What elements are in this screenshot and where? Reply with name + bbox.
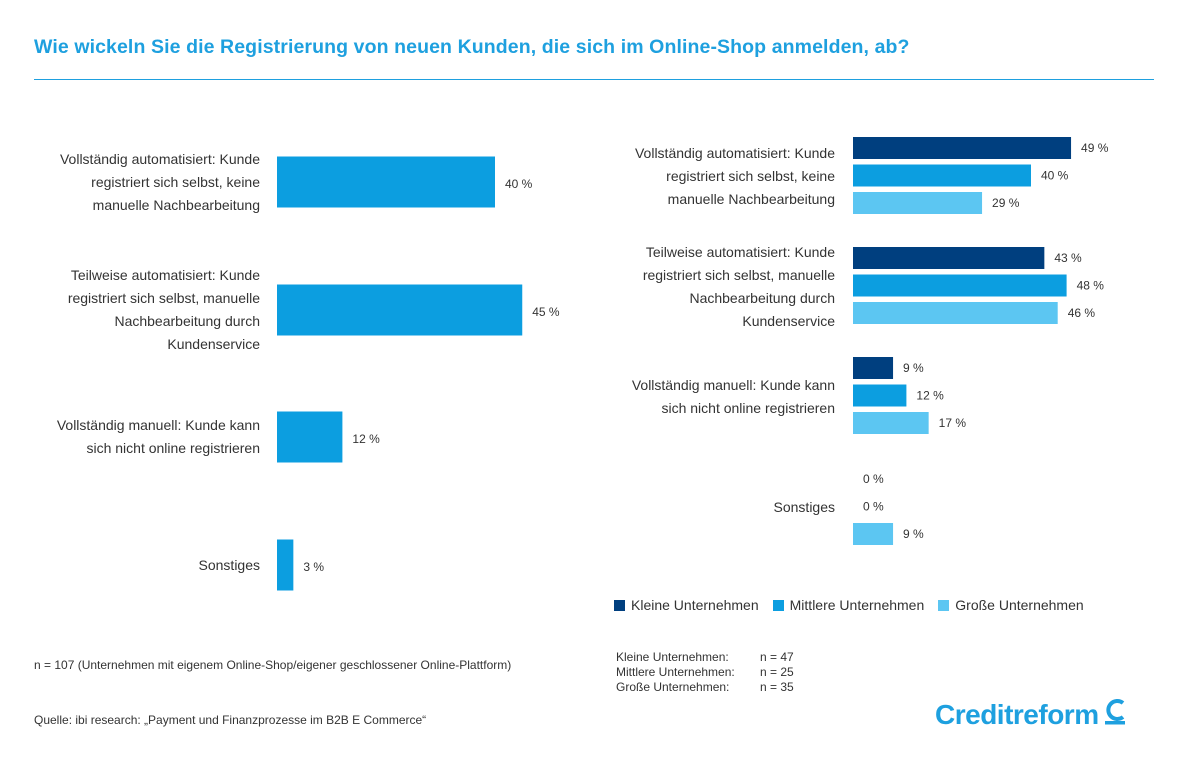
bar bbox=[853, 357, 894, 379]
category-label-line: registriert sich selbst, keine bbox=[666, 168, 835, 184]
chart-title: Wie wickeln Sie die Registrierung von ne… bbox=[34, 36, 910, 58]
value-label: 12 % bbox=[352, 432, 380, 446]
value-label: 0 % bbox=[863, 500, 884, 514]
legend-label-mittlere: Mittlere Unternehmen bbox=[789, 597, 925, 613]
sample-name: Kleine Unternehmen: bbox=[616, 650, 729, 664]
value-label: 49 % bbox=[1081, 141, 1109, 155]
logo-text: Creditreform bbox=[935, 698, 1099, 730]
sample-row-grosse: Große Unternehmen: n = 35 bbox=[616, 680, 794, 695]
bar bbox=[853, 247, 1045, 269]
category-label: Vollständig automatisiert: Kunde registri… bbox=[595, 142, 835, 211]
category-label-line: manuelle Nachbearbeitung bbox=[92, 196, 260, 213]
category-label-line: manuelle Nachbearbeitung bbox=[667, 191, 835, 207]
category-label: Sonstiges bbox=[20, 554, 260, 577]
legend-item-grosse: Große Unternehmen bbox=[938, 597, 1084, 613]
source-note: Quelle: ibi research: „Payment und Finan… bbox=[34, 713, 427, 727]
category-label-line: Kundenservice bbox=[742, 312, 835, 329]
sample-row-mittlere: Mittlere Unternehmen: n = 25 bbox=[616, 665, 794, 680]
category-label-line: registriert sich selbst, manuelle bbox=[67, 290, 260, 306]
value-label: 0 % bbox=[863, 472, 884, 486]
bar bbox=[853, 137, 1072, 159]
bar bbox=[853, 192, 983, 214]
bar bbox=[853, 384, 907, 407]
category-label-line: sich nicht online registrieren bbox=[86, 440, 260, 456]
sample-sizes: Kleine Unternehmen: n = 47 Mittlere Unte… bbox=[616, 650, 794, 695]
bar bbox=[853, 412, 929, 434]
value-label: 17 % bbox=[939, 416, 967, 430]
value-label: 48 % bbox=[1077, 279, 1105, 293]
bar bbox=[853, 523, 894, 545]
value-label: 3 % bbox=[303, 560, 324, 574]
sample-n: n = 35 bbox=[760, 680, 794, 694]
value-label: 12 % bbox=[916, 389, 944, 403]
category-label-line: Sonstiges bbox=[198, 556, 260, 573]
category-label-line: Nachbearbeitung durch bbox=[689, 289, 835, 306]
bar bbox=[277, 411, 343, 463]
value-label: 9 % bbox=[903, 361, 924, 375]
category-label-line: Vollständig automatisiert: Kunde bbox=[59, 150, 260, 167]
category-label-line: Vollständig manuell: Kunde kann bbox=[56, 417, 260, 433]
creditreform-c-icon bbox=[1103, 697, 1127, 732]
value-label: 46 % bbox=[1068, 306, 1096, 320]
sample-row-kleine: Kleine Unternehmen: n = 47 bbox=[616, 650, 794, 665]
legend-swatch-grosse bbox=[938, 599, 950, 611]
creditreform-logo: Creditreform bbox=[935, 697, 1127, 732]
legend-label-kleine: Kleine Unternehmen bbox=[631, 597, 759, 613]
category-label-line: Teilweise automatisiert: Kunde bbox=[645, 243, 835, 260]
title-divider bbox=[34, 79, 1154, 80]
value-label: 9 % bbox=[903, 527, 924, 541]
category-label: Teilweise automatisiert: Kunde registrier… bbox=[20, 264, 260, 356]
sample-n: n = 47 bbox=[760, 650, 794, 664]
legend-item-mittlere: Mittlere Unternehmen bbox=[772, 597, 925, 613]
legend-swatch-kleine bbox=[614, 599, 625, 611]
legend: Kleine Unternehmen Mittlere Unternehmen … bbox=[614, 597, 1084, 613]
value-label: 29 % bbox=[992, 196, 1020, 210]
category-label: Vollständig manuell: Kunde kann sich nich… bbox=[595, 374, 835, 420]
category-label: Vollständig manuell: Kunde kann sich nich… bbox=[20, 414, 260, 460]
category-label-line: registriert sich selbst, keine bbox=[91, 173, 260, 190]
value-label: 43 % bbox=[1054, 251, 1082, 265]
bar bbox=[853, 302, 1058, 324]
category-label-line: Kundenservice bbox=[167, 336, 260, 352]
sample-name: Mittlere Unternehmen: bbox=[616, 665, 735, 679]
legend-label-grosse: Große Unternehmen bbox=[955, 597, 1084, 613]
category-label: Vollständig automatisiert: Kunde registri… bbox=[20, 148, 260, 217]
category-label-line: Sonstiges bbox=[773, 499, 835, 515]
category-label: Teilweise automatisiert: Kunde registrier… bbox=[595, 241, 835, 333]
sample-name: Große Unternehmen: bbox=[616, 680, 730, 694]
category-label: Sonstiges bbox=[595, 496, 835, 519]
category-label-line: registriert sich selbst, manuelle bbox=[642, 266, 835, 283]
value-label: 40 % bbox=[1041, 169, 1069, 183]
value-label: 40 % bbox=[505, 177, 533, 191]
bar bbox=[277, 539, 294, 591]
sample-note: n = 107 (Unternehmen mit eigenem Online-… bbox=[34, 658, 512, 672]
category-label-line: Vollständig automatisiert: Kunde bbox=[634, 145, 835, 161]
category-label-line: Teilweise automatisiert: Kunde bbox=[70, 267, 260, 283]
value-label: 45 % bbox=[532, 305, 560, 319]
bar bbox=[277, 284, 523, 336]
legend-item-kleine: Kleine Unternehmen bbox=[614, 597, 759, 613]
bar bbox=[277, 156, 495, 208]
sample-n: n = 25 bbox=[760, 665, 794, 679]
bar bbox=[853, 164, 1031, 187]
bar bbox=[853, 274, 1067, 297]
category-label-line: sich nicht online registrieren bbox=[661, 399, 835, 416]
category-label-line: Vollständig manuell: Kunde kann bbox=[631, 376, 835, 393]
legend-swatch-mittlere bbox=[772, 599, 784, 611]
category-label-line: Nachbearbeitung durch bbox=[114, 313, 260, 329]
